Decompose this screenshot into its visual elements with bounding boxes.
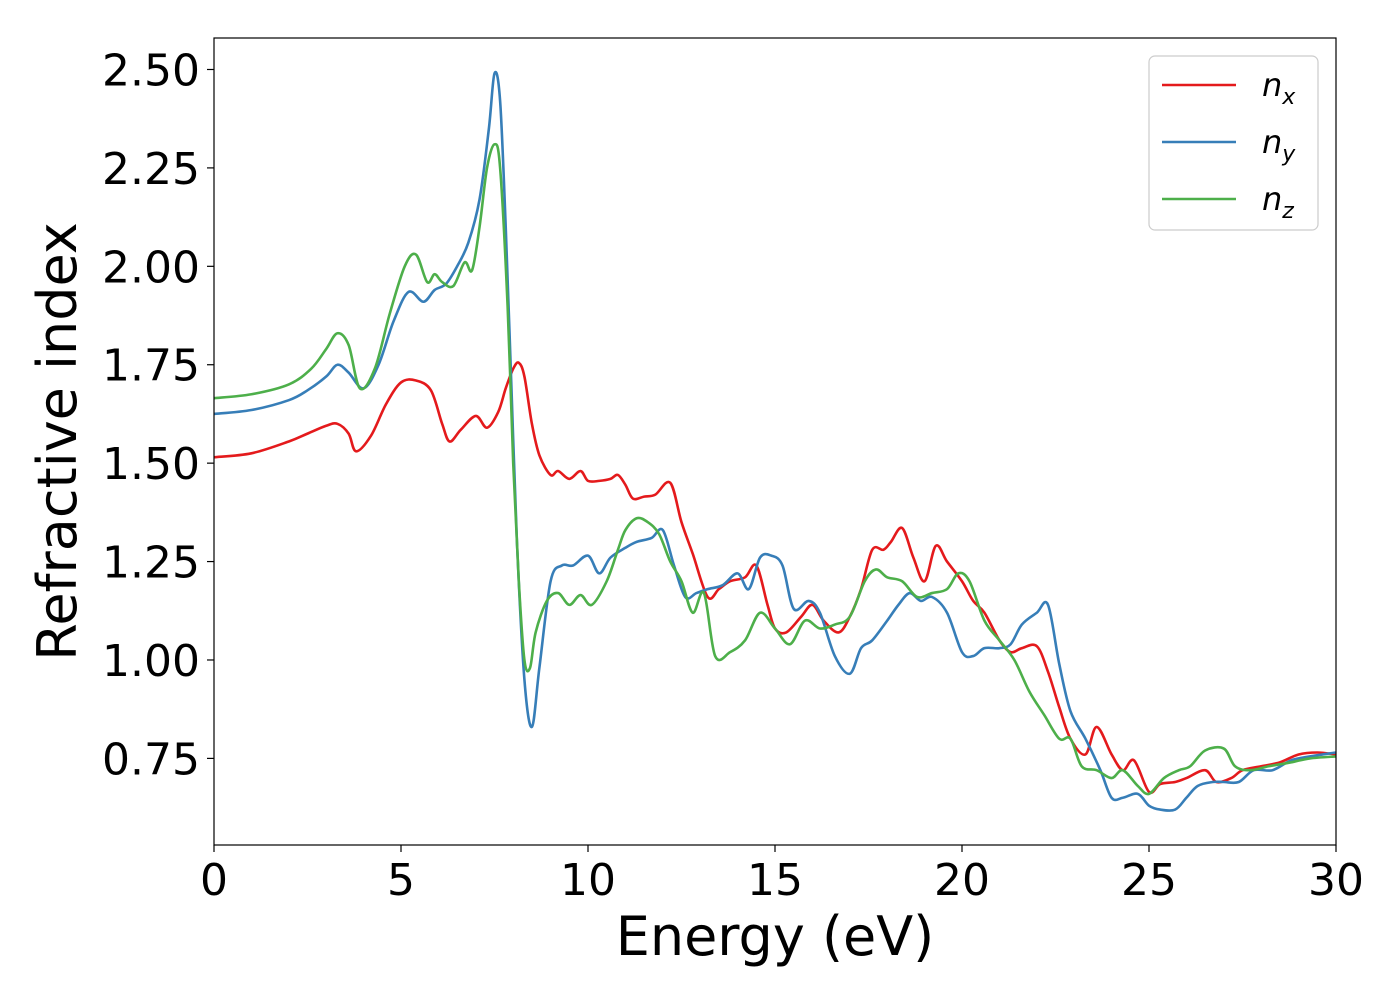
legend: nx ny nz xyxy=(1148,55,1319,231)
y-tick-label: 0.75 xyxy=(102,734,200,785)
y-tick-label: 1.50 xyxy=(102,439,200,490)
x-tick-label: 20 xyxy=(934,855,990,906)
x-axis-label: Energy (eV) xyxy=(616,905,935,968)
y-tick-label: 1.25 xyxy=(102,538,200,589)
y-tick-label: 2.00 xyxy=(102,242,200,293)
x-tick-label: 15 xyxy=(747,855,803,906)
series-layer xyxy=(214,70,1336,812)
x-axis-ticks: 0 5 10 15 20 25 30 xyxy=(200,845,1364,906)
y-axis-ticks: 0.75 1.00 1.25 1.50 1.75 2.00 2.25 2.50 xyxy=(102,45,214,785)
y-tick-label: 1.00 xyxy=(102,636,200,687)
series-line-x xyxy=(214,361,1336,795)
y-tick-label: 1.75 xyxy=(102,341,200,392)
legend-label-x: nx xyxy=(1262,66,1296,110)
y-tick-label: 2.25 xyxy=(102,144,200,195)
x-tick-label: 25 xyxy=(1121,855,1177,906)
y-tick-label: 2.50 xyxy=(102,45,200,96)
legend-label-y: ny xyxy=(1262,123,1296,167)
x-tick-label: 5 xyxy=(387,855,415,906)
series-line-y xyxy=(214,70,1336,812)
x-tick-label: 0 xyxy=(200,855,228,906)
x-tick-label: 30 xyxy=(1308,855,1364,906)
y-axis-label: Refractive index xyxy=(26,222,89,661)
legend-label-z: nz xyxy=(1262,180,1294,224)
series-line-z xyxy=(214,142,1336,796)
x-tick-label: 10 xyxy=(560,855,616,906)
legend-items: nx ny nz xyxy=(1162,66,1296,224)
